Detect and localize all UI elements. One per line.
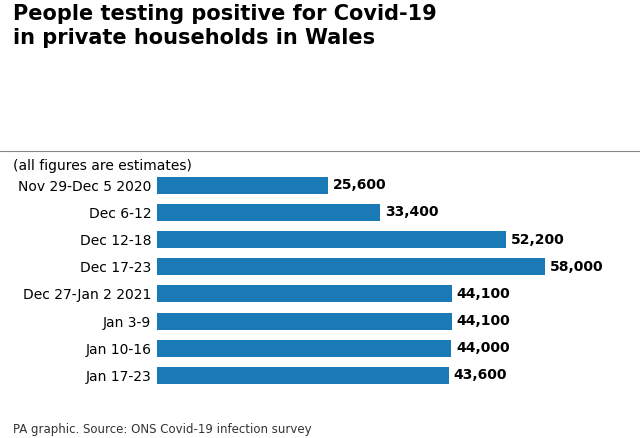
- Bar: [157, 204, 380, 221]
- Bar: [157, 313, 452, 329]
- Text: 52,200: 52,200: [511, 233, 564, 247]
- Text: 25,600: 25,600: [333, 178, 387, 192]
- Text: 33,400: 33,400: [385, 205, 438, 219]
- Text: 43,600: 43,600: [453, 368, 507, 382]
- Text: People testing positive for Covid-19
in private households in Wales: People testing positive for Covid-19 in …: [13, 4, 436, 48]
- Bar: [157, 286, 452, 302]
- Text: PA graphic. Source: ONS Covid-19 infection survey: PA graphic. Source: ONS Covid-19 infecti…: [13, 423, 312, 436]
- Text: 58,000: 58,000: [550, 260, 604, 274]
- Bar: [157, 340, 451, 357]
- Bar: [157, 367, 449, 384]
- Text: 44,000: 44,000: [456, 341, 509, 355]
- Bar: [157, 258, 545, 275]
- Text: (all figures are estimates): (all figures are estimates): [13, 159, 191, 173]
- Text: 44,100: 44,100: [457, 314, 511, 328]
- Bar: [157, 231, 506, 248]
- Bar: [157, 177, 328, 194]
- Text: 44,100: 44,100: [457, 287, 511, 301]
